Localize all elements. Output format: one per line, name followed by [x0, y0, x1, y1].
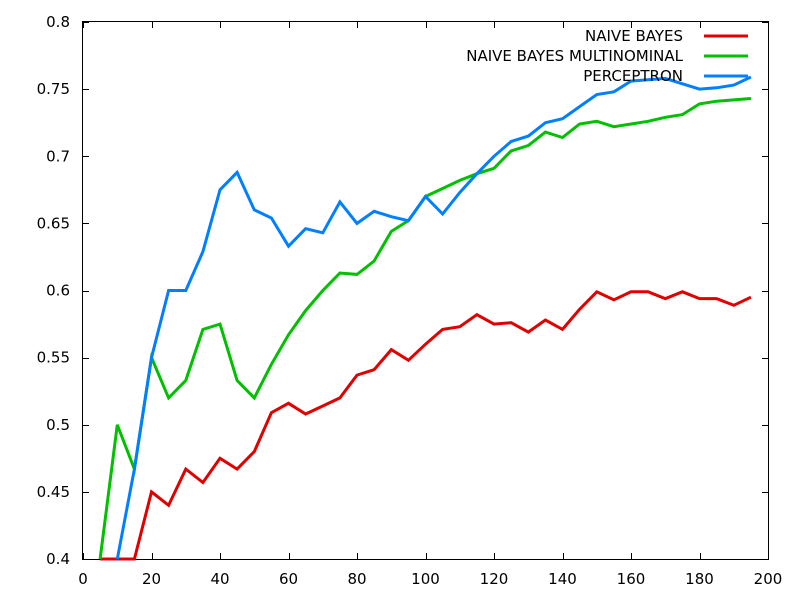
y-tick-label: 0.6 [46, 282, 70, 300]
x-tick-label: 20 [142, 570, 161, 588]
x-tick-label: 0 [78, 570, 88, 588]
x-tick-label: 180 [685, 570, 714, 588]
legend-label: NAIVE BAYES MULTINOMINAL [466, 47, 683, 65]
y-tick-label: 0.55 [37, 349, 70, 367]
series-line-0 [100, 289, 752, 561]
y-tick-label: 0.8 [46, 13, 70, 31]
legend-label: NAIVE BAYES [585, 27, 683, 45]
series-line-1 [98, 97, 752, 560]
y-tick-label: 0.4 [46, 550, 70, 568]
x-tick-label: 100 [411, 570, 440, 588]
series-lines [98, 75, 752, 561]
x-tick-label: 60 [279, 570, 298, 588]
axis-ticks [83, 22, 769, 560]
y-tick-label: 0.5 [46, 416, 70, 434]
legend-label: PERCEPTRON [583, 67, 683, 85]
y-tick-label: 0.65 [37, 214, 70, 232]
series-line-2 [115, 75, 752, 560]
y-axis-tick-labels: 0.4 0.45 0.5 0.55 0.6 0.65 0.7 0.75 0.8 [37, 13, 70, 568]
x-axis-tick-labels: 0 20 40 60 80 100 120 140 160 180 200 [78, 570, 782, 588]
x-tick-label: 40 [210, 570, 229, 588]
x-tick-label: 120 [480, 570, 509, 588]
plot-frame [82, 21, 769, 560]
x-tick-label: 160 [617, 570, 646, 588]
legend: NAIVE BAYES NAIVE BAYES MULTINOMINAL PERCE… [466, 27, 748, 85]
y-tick-label: 0.7 [46, 147, 70, 165]
y-tick-label: 0.75 [37, 80, 70, 98]
x-tick-label: 140 [548, 570, 577, 588]
x-tick-label: 80 [347, 570, 366, 588]
y-tick-label: 0.45 [37, 483, 70, 501]
x-tick-label: 200 [754, 570, 783, 588]
